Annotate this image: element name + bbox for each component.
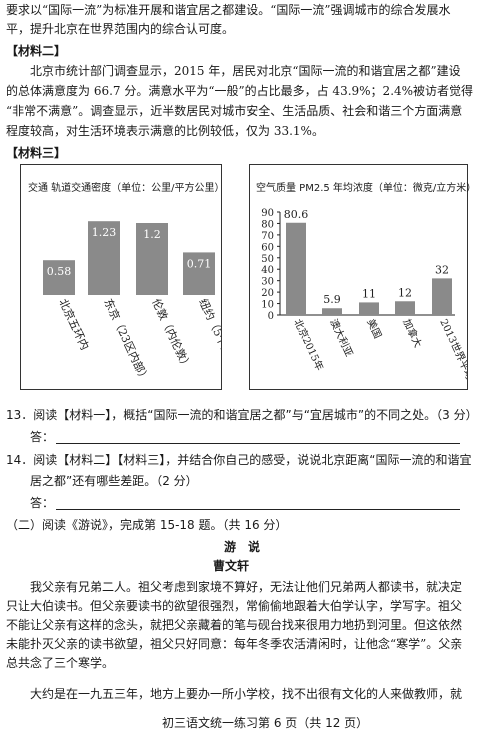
y-tick-label: 80 <box>261 219 274 230</box>
material2-heading: 【材料二】 <box>6 44 67 58</box>
category-label: 纽约（5个区） <box>196 296 221 368</box>
y-tick-label: 30 <box>261 277 274 288</box>
story-line: 未能扑灭父亲的读书欲望，祖父只好同意：每年冬季农活清闲时，让他念“寒学”。父亲 <box>6 637 463 651</box>
data-label: 1.23 <box>92 226 117 239</box>
data-label: 11 <box>362 287 376 300</box>
bar <box>136 223 168 295</box>
data-label: 0.71 <box>187 257 212 270</box>
bar <box>322 308 342 315</box>
category-label: 加拿大 <box>400 317 424 350</box>
data-label: 12 <box>398 286 412 299</box>
y-tick-label: 10 <box>261 300 274 311</box>
y-tick-label: 0 <box>268 311 274 322</box>
data-label: 5.9 <box>323 293 341 306</box>
chart-title: 交通 轨道交通密度（单位：公里/平方公里） <box>28 183 225 194</box>
bar <box>43 260 75 295</box>
story-author: 曹文轩 <box>213 559 250 573</box>
data-label: 0.58 <box>47 265 72 278</box>
story-line: 我父亲有兄弟二人。祖父考虑到家境不算好，无法让他们兄弟两人都读书，就决定 <box>30 580 463 594</box>
bar <box>359 302 379 315</box>
material3-heading: 【材料三】 <box>6 146 67 160</box>
y-tick-label: 70 <box>261 231 274 242</box>
page-footer: 初三语文统一练习第 6 页（共 12 页） <box>162 716 369 730</box>
category-label: 北京五环内 <box>56 296 92 352</box>
section-heading: （二）阅读《游说》，完成第 15-18 题。（共 16 分） <box>6 518 288 532</box>
data-label: 32 <box>435 263 449 276</box>
chart-title: 空气质量 PM2.5 年均浓度（单位：微克/立方米） <box>256 183 477 194</box>
paragraph-line: 要求以“国际一流”为标准开展和谐宜居之都建设。“国际一流”强调城市的综合发展水 <box>6 3 451 17</box>
answer-line-14[interactable] <box>56 509 460 510</box>
category-label: 伦敦（内伦敦） <box>149 296 194 372</box>
bar <box>183 252 215 295</box>
paragraph-line: 平，提升北京在世界范围内的综合认可度。 <box>6 22 235 36</box>
category-label: 美国 <box>364 317 384 341</box>
paragraph-line: 北京市统计部门调查显示，2015 年，居民对北京“国际一流的和谐宜居之都”建设 <box>30 64 461 78</box>
category-label: 北京2015年 <box>291 317 326 373</box>
y-tick-label: 60 <box>261 242 274 253</box>
transit-density-chart: 交通 轨道交通密度（单位：公里/平方公里） 0.58 北京五环内 1.23 东京（23… <box>20 164 225 390</box>
paragraph-line: 程度较高，对生活环境表示满意的比例较低，仅为 33.1%。 <box>6 124 324 138</box>
y-tick-label: 40 <box>261 265 274 276</box>
paragraph-line: “非常不满意”。调查显示，近半数居民对城市安全、生活品质、社会和谐三个方面满意 <box>6 104 463 118</box>
bar <box>88 221 120 295</box>
category-label: 东京（23区内部） <box>101 296 152 384</box>
y-tick-label: 50 <box>261 254 274 265</box>
story-line: 不能让父亲有这样的念头，就把父亲藏着的笔与砚台找来很用力地扔到河里。但这依然 <box>6 618 463 632</box>
bar <box>395 301 415 315</box>
category-label: 2013世界平均水平 <box>437 317 467 389</box>
answer-line-13[interactable] <box>56 443 460 444</box>
story-line: 大约是在一九五三年，地方上要办一所小学校，找不出很有文化的人来做教师，就 <box>30 687 463 701</box>
bar <box>432 278 452 315</box>
y-tick-label: 20 <box>261 288 274 299</box>
story-line: 总共念了三个寒学。 <box>6 656 115 670</box>
data-label: 1.2 <box>143 228 161 241</box>
story-line: 只让大伯读书。但父亲要读书的欲望很强烈，常偷偷地跟着大伯学认字，学写字。祖父 <box>6 599 463 613</box>
story-title: 游 说 <box>224 540 261 554</box>
bar <box>286 222 306 315</box>
transit-density-plot: 0.58 北京五环内 1.23 东京（23区内部） 1.2 伦敦（内伦敦） 0.71 纽约（5… <box>43 221 221 385</box>
y-tick-label: 90 <box>261 208 274 219</box>
question-14-line2: 居之都”还有哪些差距。（2 分） <box>30 474 198 488</box>
paragraph-line: 的总体满意度为 66.7 分。满意水平为“一般”的占比最多，占 43.9%；2.… <box>6 84 474 98</box>
category-label: 澳大利亚 <box>327 317 356 359</box>
question-14-line1: 14．阅读【材料二】【材料三】，并结合你自己的感受，说说北京距离“国际一流的和谐… <box>6 453 472 467</box>
answer-label: 答： <box>30 430 55 444</box>
pm25-chart: 空气质量 PM2.5 年均浓度（单位：微克/立方米） 0 10 20 30 40 50 60… <box>249 164 476 390</box>
data-label: 80.6 <box>284 208 309 221</box>
answer-label: 答： <box>30 496 55 510</box>
question-13: 13．阅读【材料一】，概括“国际一流的和谐宜居之都”与“宜居城市”的不同之处。（… <box>6 408 478 422</box>
